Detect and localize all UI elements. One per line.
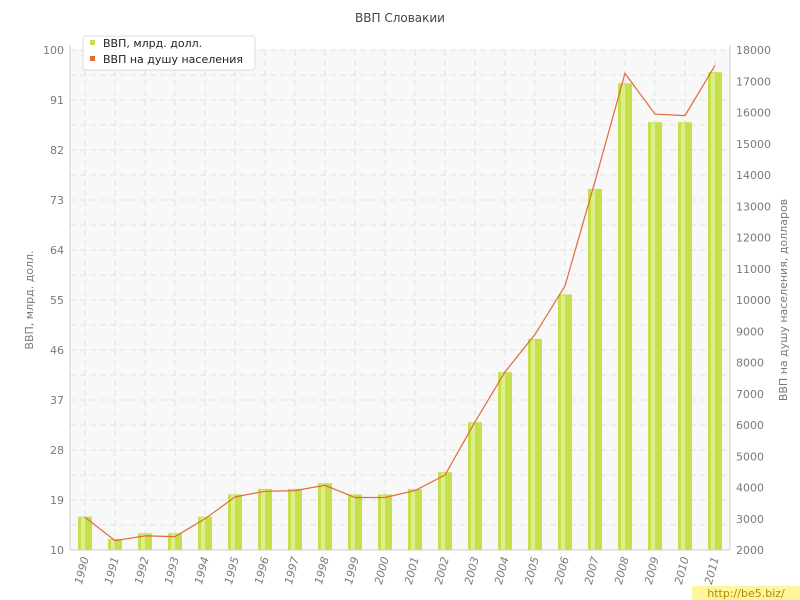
bar-1994 [198, 516, 212, 550]
x-tick-label: 1997 [282, 555, 302, 585]
bar-1996 [258, 488, 272, 550]
y-axis-left-label: ВВП, млрд. долл. [23, 250, 36, 349]
x-tick-label: 1995 [222, 555, 242, 585]
y-left-tick-label: 73 [50, 194, 64, 207]
bar-1993 [168, 533, 182, 550]
y-left-tick-label: 55 [50, 294, 64, 307]
x-tick-label: 2010 [672, 555, 692, 585]
x-tick-label: 2001 [402, 555, 422, 585]
x-tick-label: 2007 [582, 555, 602, 585]
bar-2001 [408, 488, 422, 550]
y-right-tick-label: 11000 [736, 263, 771, 276]
y-right-tick-label: 6000 [736, 419, 764, 432]
legend-swatch-gdp [90, 40, 95, 45]
x-tick-label: 1994 [192, 555, 212, 585]
bar-1992 [138, 533, 152, 550]
y-right-tick-label: 3000 [736, 513, 764, 526]
bar-2011 [708, 72, 722, 550]
y-left-tick-label: 64 [50, 244, 64, 257]
svg-text:http://be5.biz/: http://be5.biz/ [707, 587, 785, 600]
bar-2009 [648, 122, 662, 550]
y-right-tick-label: 9000 [736, 325, 764, 338]
x-tick-label: 2003 [462, 555, 482, 585]
x-tick-label: 1993 [162, 555, 182, 585]
y-left-tick-label: 46 [50, 344, 64, 357]
bar-1998 [318, 483, 332, 550]
bar-2005 [528, 338, 542, 550]
bar-2010 [678, 122, 692, 550]
bar-2007 [588, 188, 602, 550]
y-right-tick-label: 7000 [736, 388, 764, 401]
x-tick-label: 2000 [372, 555, 392, 585]
bar-1995 [228, 494, 242, 550]
x-tick-label: 2011 [702, 555, 722, 585]
y-right-tick-label: 2000 [736, 544, 764, 557]
y-right-tick-label: 12000 [736, 232, 771, 245]
y-right-tick-label: 15000 [736, 138, 771, 151]
y-left-tick-label: 28 [50, 444, 64, 457]
y-right-tick-label: 10000 [736, 294, 771, 307]
x-tick-label: 2002 [432, 555, 452, 585]
x-tick-label: 2004 [492, 555, 512, 585]
y-left-tick-label: 19 [50, 494, 64, 507]
y-left-tick-label: 82 [50, 144, 64, 157]
x-tick-label: 2006 [552, 555, 572, 585]
bar-1990 [78, 516, 92, 550]
x-tick-label: 2009 [642, 555, 662, 585]
bar-2006 [558, 294, 572, 550]
bar-2008 [618, 83, 632, 550]
line-gdp-per-capita [84, 65, 716, 542]
x-tick-label: 2005 [522, 555, 542, 585]
x-tick-label: 1996 [252, 555, 272, 585]
bar-2003 [468, 422, 482, 550]
y-right-tick-label: 4000 [736, 482, 764, 495]
legend-label-gdp-per-capita: ВВП на душу населения [103, 53, 243, 66]
watermark: http://be5.biz/ [692, 586, 800, 600]
chart-title: ВВП Словакии [355, 11, 445, 25]
bar-1999 [348, 494, 362, 550]
y-left-tick-label: 100 [43, 44, 64, 57]
bar-2002 [438, 472, 452, 550]
x-tick-label: 1999 [342, 555, 362, 585]
y-right-tick-label: 18000 [736, 44, 771, 57]
x-tick-label: 1998 [312, 555, 332, 585]
legend-label-gdp: ВВП, млрд. долл. [103, 37, 202, 50]
y-right-tick-label: 16000 [736, 107, 771, 120]
bar-1991 [108, 538, 122, 550]
y-left-tick-label: 91 [50, 94, 64, 107]
legend-swatch-gdp-per-capita [90, 56, 95, 61]
y-left-tick-label: 37 [50, 394, 64, 407]
y-right-tick-label: 8000 [736, 357, 764, 370]
legend: ВВП, млрд. долл. ВВП на душу населения [82, 35, 256, 71]
x-tick-label: 1992 [132, 555, 152, 585]
y-right-tick-label: 13000 [736, 200, 771, 213]
x-tick-label: 1990 [72, 555, 92, 585]
y-left-tick-label: 10 [50, 544, 64, 557]
bar-2004 [498, 372, 512, 550]
x-tick-label: 2008 [612, 555, 632, 585]
y-right-tick-label: 17000 [736, 75, 771, 88]
y-right-tick-label: 14000 [736, 169, 771, 182]
x-tick-label: 1991 [102, 555, 122, 585]
y-right-tick-label: 5000 [736, 450, 764, 463]
bar-2000 [378, 494, 392, 550]
y-axis-right-label: ВВП на душу населения, долларов [777, 199, 790, 401]
bar-1997 [288, 488, 302, 550]
